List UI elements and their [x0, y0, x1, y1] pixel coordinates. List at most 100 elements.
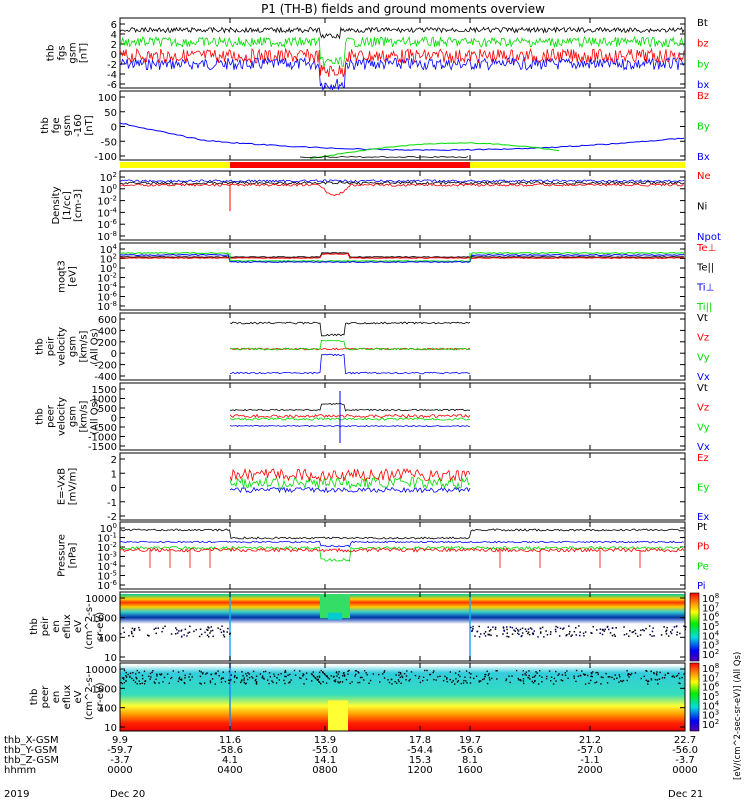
y-tick-label: 100: [98, 93, 117, 104]
heatmap-speckle: [355, 670, 357, 672]
heatmap-speckle: [650, 679, 653, 681]
heatmap-speckle: [354, 675, 356, 677]
heatmap-speckle: [529, 678, 531, 680]
series-Bt: [119, 26, 685, 40]
heatmap-speckle: [221, 677, 223, 679]
legend-Vt: Vt: [697, 383, 708, 394]
heatmap-speckle: [121, 682, 124, 685]
heatmap-speckle: [639, 634, 642, 636]
heatmap-speckle: [566, 634, 568, 636]
start-date-label: Dec 20: [110, 789, 145, 800]
y-tick-label: 10-3: [97, 551, 117, 564]
heatmap-speckle: [351, 681, 353, 683]
heatmap-speckle: [224, 680, 227, 683]
heatmap-speckle: [125, 671, 127, 674]
legend-Ey: Ey: [697, 483, 709, 494]
heatmap-speckle: [545, 630, 547, 632]
heatmap-speckle: [426, 679, 428, 681]
heatmap-speckle: [160, 674, 162, 676]
heatmap-speckle: [395, 674, 397, 676]
heatmap-speckle: [464, 676, 466, 678]
heatmap-speckle: [543, 636, 545, 638]
ephemeris-value: 0800: [312, 765, 337, 776]
heatmap-speckle: [123, 669, 126, 672]
heatmap-speckle: [283, 679, 285, 682]
heatmap-speckle: [470, 626, 472, 629]
heatmap-speckle: [502, 627, 505, 629]
heatmap-speckle: [670, 632, 673, 635]
heatmap-speckle: [486, 682, 489, 685]
heatmap-speckle: [408, 680, 410, 682]
heatmap-speckle: [184, 628, 187, 631]
heatmap-speckle: [457, 674, 460, 676]
heatmap-speckle: [584, 674, 586, 676]
series-Ti⊥: [120, 253, 685, 264]
y-tick-label: -4: [107, 70, 117, 81]
y-tick-label: 100: [100, 262, 117, 275]
panel-frame: [119, 521, 686, 590]
heatmap-speckle: [246, 675, 248, 677]
series-Vt: [229, 402, 471, 412]
heatmap-speckle: [595, 671, 597, 674]
y-tick-label: 10-4: [97, 206, 117, 219]
legend-Te||: Te||: [696, 263, 714, 274]
heatmap-speckle: [175, 633, 177, 635]
heatmap-speckle: [228, 682, 230, 684]
heatmap-speckle: [206, 634, 209, 636]
heatmap-speckle: [571, 634, 573, 636]
heatmap-speckle: [343, 672, 345, 674]
heatmap-speckle: [208, 636, 210, 638]
heatmap-speckle: [483, 632, 485, 635]
heatmap-speckle: [191, 676, 193, 678]
heatmap-speckle: [176, 628, 178, 631]
heatmap-speckle: [531, 628, 533, 630]
heatmap-speckle: [491, 677, 493, 680]
heatmap-speckle: [652, 627, 654, 629]
heatmap-speckle: [660, 634, 663, 636]
y-tick-label: 0: [111, 349, 117, 360]
heatmap-speckle: [528, 633, 531, 636]
heatmap-speckle: [519, 679, 522, 681]
legend-Vx: Vx: [697, 442, 710, 453]
y-tick-label: 0: [111, 50, 117, 61]
heatmap-speckle: [433, 670, 435, 672]
heatmap-speckle: [584, 631, 587, 633]
heatmap-speckle: [606, 682, 609, 684]
heatmap-speckle: [219, 628, 222, 631]
heatmap-speckle: [478, 625, 480, 628]
heatmap-speckle: [673, 676, 676, 678]
heatmap-speckle: [316, 676, 319, 678]
heatmap-speckle: [471, 630, 473, 632]
heatmap-speckle: [618, 681, 620, 683]
ephemeris-table: thb_X-GSM 9.9 11.6 13.9 17.8 19.7 21.2 22.7 thb_…: [4, 735, 698, 776]
heatmap-speckle: [587, 674, 589, 677]
heatmap-speckle: [345, 678, 348, 681]
y-tick-label: -6: [107, 80, 117, 91]
heatmap-speckle: [198, 670, 201, 672]
y-tick-label: 10-6: [97, 218, 117, 231]
heatmap-speckle: [661, 677, 664, 679]
panel-frame: [119, 452, 686, 521]
heatmap-speckle: [284, 671, 286, 673]
heatmap-speckle: [634, 632, 637, 635]
ephemeris-value: 11.6: [219, 735, 241, 746]
colorbar-top: [689, 592, 700, 662]
y-tick-label: 10-2: [97, 195, 117, 208]
y-tick-label: -500: [94, 423, 117, 434]
heatmap-speckle: [521, 627, 524, 629]
heatmap-speckle: [597, 671, 599, 674]
heatmap-speckle: [511, 675, 513, 677]
legend-Ez: Ez: [697, 453, 709, 464]
legend-bx: bx: [697, 80, 709, 91]
y-tick-label: -1: [107, 498, 117, 509]
heatmap-speckle: [405, 675, 408, 677]
heatmap-speckle: [532, 633, 534, 636]
heatmap-speckle: [518, 679, 520, 681]
series-Pt: [119, 528, 685, 540]
series-Npot: [119, 179, 685, 183]
heatmap-speckle: [506, 626, 508, 628]
heatmap-speckle: [442, 680, 445, 682]
heatmap-speckle: [480, 680, 482, 682]
